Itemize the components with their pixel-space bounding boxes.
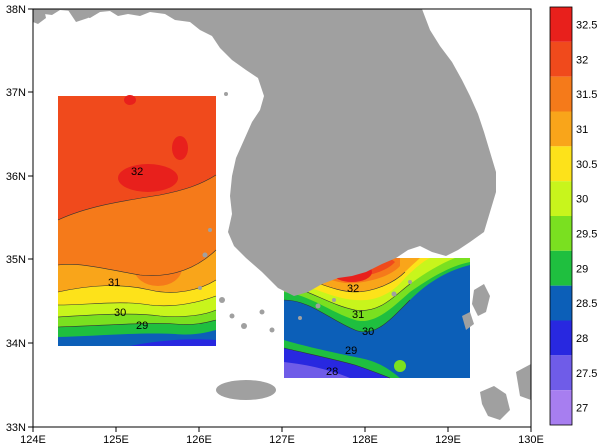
- northwest-coast: [33, 9, 46, 24]
- colorbar-swatch: [550, 285, 572, 321]
- x-tick-label: 128E: [352, 434, 378, 446]
- west-contour-label-29: 29: [136, 320, 148, 332]
- y-tick-label: 36N: [6, 171, 26, 183]
- kyushu-edge: [516, 364, 531, 400]
- west-contour-29: [57, 319, 217, 328]
- colorbar-swatch: [550, 181, 572, 216]
- colorbar-label: 30.5: [576, 159, 597, 171]
- iki-kyushu-coast: [480, 386, 510, 420]
- north-island-a: [68, 10, 88, 22]
- y-axis: 33N 34N 35N 36N 37N 38N: [6, 4, 33, 434]
- colorbar-label: 27.5: [576, 368, 597, 380]
- colorbar-label: 29.5: [576, 228, 597, 240]
- south-warm-spot: [394, 360, 406, 372]
- south-contour-label-28: 28: [326, 366, 338, 378]
- y-tick-label: 38N: [6, 4, 26, 16]
- islet-6: [298, 316, 302, 320]
- islet-1: [219, 297, 225, 303]
- west-contour-29-5: [57, 309, 217, 318]
- west-contour-label-32: 32: [131, 166, 143, 178]
- islet-14: [224, 92, 228, 96]
- colorbar-swatch: [550, 250, 572, 286]
- west-core-32-5-c: [124, 95, 136, 105]
- islet-11: [202, 252, 208, 258]
- x-tick-label: 125E: [103, 434, 129, 446]
- x-axis: 124E 125E 126E 127E 128E 129E 130E: [20, 427, 544, 446]
- islet-7: [315, 303, 321, 309]
- landmass: [33, 9, 531, 420]
- islet-12: [198, 286, 202, 290]
- colorbar-label: 28: [576, 333, 588, 345]
- colorbar-swatch: [550, 7, 572, 42]
- colorbar-label: 31.5: [576, 89, 597, 101]
- y-tick-label: 34N: [6, 338, 26, 350]
- jeju-island: [216, 380, 276, 400]
- colorbar-swatch: [550, 320, 572, 356]
- islet-3: [241, 323, 247, 329]
- colorbar-label: 29: [576, 263, 588, 275]
- x-tick-label: 126E: [186, 434, 212, 446]
- y-tick-label: 37N: [6, 87, 26, 99]
- west-contour-30: [57, 295, 217, 307]
- tsushima-south: [462, 312, 474, 330]
- colorbar-swatch: [550, 146, 572, 182]
- west-contour-31-5: [57, 174, 217, 221]
- west-core-32-5-a: [118, 164, 178, 192]
- colorbar-swatch: [550, 390, 572, 425]
- colorbar-swatch: [550, 216, 572, 251]
- colorbar-label: 32.5: [576, 19, 597, 31]
- colorbar-label: 28.5: [576, 298, 597, 310]
- islet-2: [229, 313, 235, 319]
- tsushima-north: [472, 284, 490, 316]
- x-tick-label: 124E: [20, 434, 46, 446]
- south-contour-label-32: 32: [347, 283, 359, 295]
- west-band-28: [130, 339, 216, 346]
- islet-13: [208, 228, 212, 232]
- west-core-32-5-b: [172, 136, 188, 160]
- colorbar-label: 27: [576, 403, 588, 415]
- south-contour-29: [283, 299, 411, 333]
- south-contour-label-31: 31: [352, 309, 364, 321]
- islet-4: [259, 309, 265, 315]
- colorbar-label: 30: [576, 194, 588, 206]
- south-contour-28: [283, 347, 391, 379]
- west-contour-label-31: 31: [108, 277, 120, 289]
- colorbar-swatch: [550, 76, 572, 112]
- colorbar-label: 31: [576, 124, 588, 136]
- colorbar-label: 32: [576, 54, 588, 66]
- colorbar-frame: [549, 6, 573, 426]
- south-band-27-5: [284, 362, 350, 378]
- islet-9: [391, 291, 397, 297]
- west-contour-31: [57, 249, 217, 276]
- x-tick-label: 130E: [518, 434, 544, 446]
- x-tick-label: 127E: [269, 434, 295, 446]
- colorbar-swatch: [550, 41, 572, 77]
- west-region: 32 31 30 29: [57, 95, 217, 346]
- colorbar-swatch: [550, 111, 572, 147]
- y-tick-label: 35N: [6, 254, 26, 266]
- south-contour-label-30: 30: [362, 326, 374, 338]
- west-blob-31-5: [134, 250, 182, 286]
- colorbar-swatch: [550, 355, 572, 391]
- west-contour-label-30: 30: [114, 307, 126, 319]
- x-tick-label: 129E: [435, 434, 461, 446]
- y-tick-label: 33N: [6, 422, 26, 434]
- islet-8: [332, 298, 336, 302]
- islet-10: [408, 280, 412, 284]
- south-contour-label-29: 29: [345, 345, 357, 357]
- korean-peninsula: [33, 9, 496, 296]
- colorbar: 32.5 32 31.5 31 30.5 30 29.5 29 28.5 28 27.5 27: [549, 6, 597, 426]
- islet-5: [269, 327, 275, 333]
